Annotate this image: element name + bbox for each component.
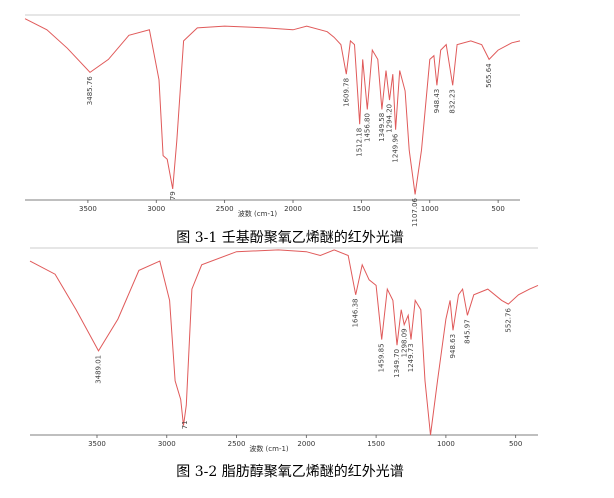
- peak-label: 3489.01: [95, 355, 103, 384]
- peak-label: 1456.80: [363, 113, 371, 142]
- x-axis-label: 波数 (cm-1): [249, 444, 289, 453]
- x-tick-label: 1000: [437, 440, 455, 448]
- peak-label: 948.63: [449, 334, 457, 359]
- peak-label: 1107.06: [411, 197, 419, 226]
- x-tick-label: 1500: [367, 440, 385, 448]
- x-tick-label: 3000: [158, 440, 176, 448]
- x-tick-label: 2000: [297, 440, 315, 448]
- peak-label: 552.76: [504, 308, 512, 333]
- peak-label: 1249.73: [407, 343, 415, 372]
- peak-label: 1294.20: [386, 104, 394, 133]
- x-axis-label: 波数 (cm-1): [238, 209, 278, 218]
- peak-label: 845.97: [463, 319, 471, 344]
- x-tick-label: 500: [491, 205, 504, 213]
- peak-label: 1512.18: [356, 128, 364, 157]
- x-tick-label: 1500: [352, 205, 370, 213]
- x-tick-label: 3500: [79, 205, 97, 213]
- peak-label: 948.43: [433, 89, 441, 114]
- x-tick-label: 2000: [284, 205, 302, 213]
- x-tick-label: 3500: [88, 440, 106, 448]
- peak-label: 3485.76: [86, 76, 94, 105]
- x-tick-label: 500: [509, 440, 522, 448]
- caption: 图 3-2 脂肪醇聚氧乙烯醚的红外光谱: [176, 463, 403, 480]
- peak-label: 1459.85: [378, 343, 386, 372]
- peak-label: 832.23: [449, 89, 457, 114]
- peak-label: 1298.09: [400, 328, 408, 357]
- x-tick-label: 2500: [228, 440, 246, 448]
- x-tick-label: 3000: [147, 205, 165, 213]
- peak-label: 79: [169, 191, 177, 200]
- peak-label: 71: [181, 420, 189, 429]
- spectrum-line: [24, 18, 521, 195]
- x-tick-label: 1000: [421, 205, 439, 213]
- peak-label: 1646.38: [352, 298, 360, 327]
- peak-label: 1349.70: [393, 349, 401, 378]
- peak-label: 1349.58: [378, 113, 386, 142]
- x-tick-label: 2500: [216, 205, 234, 213]
- peak-label: 565.64: [485, 63, 493, 88]
- peak-label: 1249.96: [392, 133, 400, 162]
- peak-label: 1609.78: [342, 78, 350, 107]
- caption: 图 3-1 壬基酚聚氧乙烯醚的红外光谱: [176, 229, 403, 246]
- spectrum-line: [29, 249, 539, 436]
